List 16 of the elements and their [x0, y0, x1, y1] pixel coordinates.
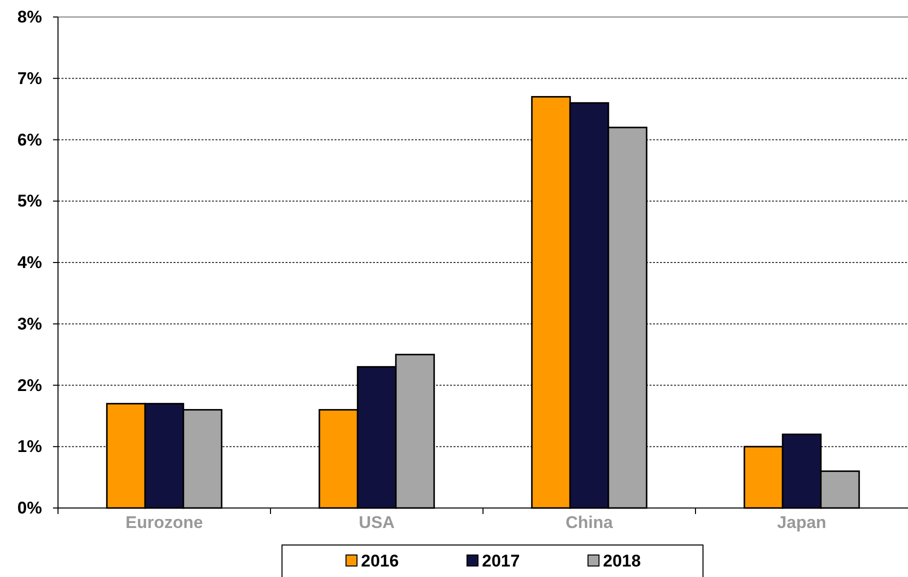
legend-label: 2017 [482, 552, 520, 570]
y-tick-label: 7% [17, 68, 42, 88]
y-tick-label: 6% [17, 130, 42, 150]
y-tick-label: 3% [17, 314, 42, 334]
y-tick-label: 8% [17, 8, 42, 26]
y-tick-label: 5% [17, 192, 42, 211]
legend-label: 2016 [361, 552, 399, 570]
x-tick-label: Japan [777, 513, 826, 532]
y-tick-label: 0% [17, 498, 42, 518]
y-tick-label: 2% [17, 376, 42, 395]
x-tick-label: USA [358, 513, 395, 532]
x-tick-label: China [566, 513, 614, 532]
legend-label: 2018 [603, 552, 641, 570]
y-tick-label: 1% [17, 437, 42, 456]
x-tick-label: Eurozone [126, 513, 203, 532]
y-tick-label: 4% [17, 253, 42, 272]
